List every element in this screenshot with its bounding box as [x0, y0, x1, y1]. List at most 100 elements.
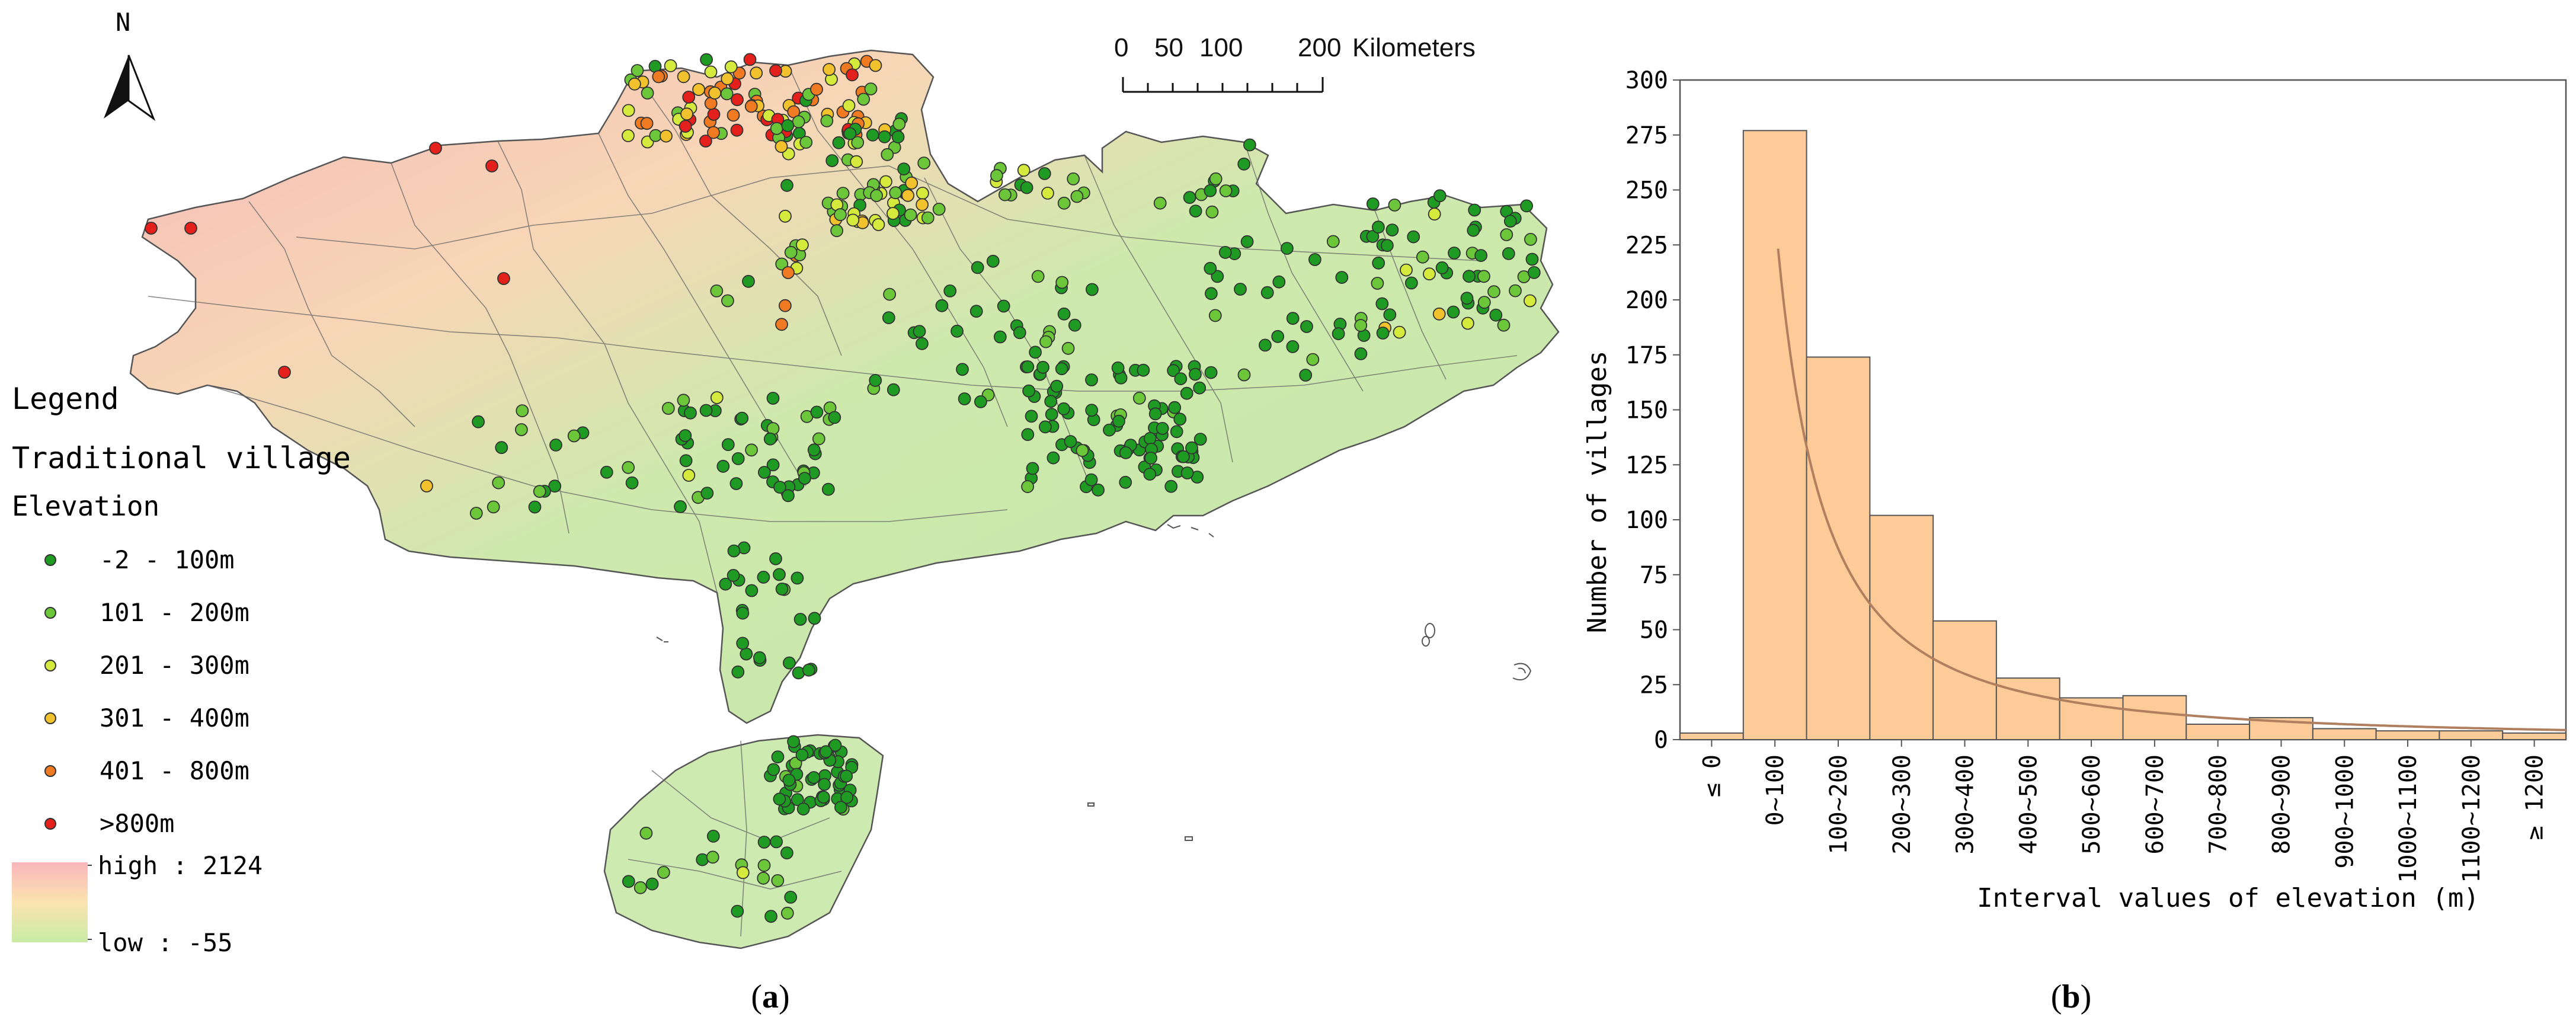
village-point — [625, 476, 639, 490]
village-point — [1039, 335, 1052, 348]
village-point — [736, 866, 750, 880]
legend-swatch-0 — [44, 554, 56, 566]
village-point — [743, 53, 757, 66]
village-point — [145, 222, 158, 235]
village-point — [1375, 297, 1389, 311]
village-point — [851, 136, 865, 149]
village-point — [869, 374, 882, 387]
village-point — [889, 186, 903, 200]
small-islands — [656, 524, 1532, 841]
village-point — [1076, 444, 1089, 457]
village-point — [1013, 326, 1026, 340]
y-tick-label: 0 — [1654, 727, 1668, 754]
village-point — [1204, 366, 1218, 379]
village-point — [1167, 364, 1180, 378]
village-point — [1354, 319, 1368, 332]
village-point — [567, 429, 581, 443]
village-point — [645, 877, 659, 891]
village-point — [879, 175, 892, 188]
legend-swatch-3 — [44, 712, 56, 724]
village-point — [916, 337, 929, 350]
village-point — [935, 299, 949, 312]
village-point — [1086, 283, 1099, 296]
village-point — [1258, 338, 1272, 352]
village-point — [825, 154, 839, 168]
x-tick-label: 500~600 — [2078, 754, 2105, 855]
village-point — [736, 606, 750, 620]
histogram-bar — [1869, 514, 1934, 740]
village-point — [897, 162, 911, 176]
village-point — [1447, 305, 1460, 319]
scale-tick-0: 0 — [1114, 33, 1128, 62]
village-point — [1205, 287, 1218, 300]
village-point — [1286, 340, 1300, 353]
village-point — [1189, 204, 1202, 218]
village-point — [1432, 307, 1446, 321]
village-point — [773, 481, 786, 494]
village-point — [1177, 450, 1190, 463]
x-tick-label: 700~800 — [2205, 754, 2232, 855]
village-point — [184, 222, 197, 235]
village-point — [1143, 468, 1157, 481]
north-label: N — [116, 8, 130, 37]
village-point — [745, 443, 758, 457]
village-point — [1332, 327, 1345, 340]
village-point — [469, 507, 483, 520]
village-point — [1306, 353, 1320, 366]
legend-class-label-3: 301 - 400m — [100, 703, 249, 733]
x-tick-label: 200~300 — [1889, 754, 1916, 855]
village-point — [549, 439, 562, 452]
village-point — [769, 552, 782, 565]
village-point — [731, 452, 745, 465]
village-point — [843, 127, 857, 140]
village-point — [916, 198, 929, 212]
village-point — [1038, 167, 1051, 180]
legend-swatch-4 — [44, 765, 56, 777]
village-point — [795, 748, 809, 762]
village-point — [1308, 253, 1321, 266]
village-point — [1057, 402, 1070, 415]
village-point — [497, 272, 510, 285]
village-point — [1477, 296, 1491, 309]
village-point — [773, 792, 786, 806]
village-point — [846, 213, 860, 227]
village-point — [870, 189, 883, 202]
village-point — [1020, 181, 1033, 194]
village-point — [1204, 184, 1217, 197]
village-point — [832, 136, 846, 149]
village-point — [1326, 235, 1340, 248]
village-point — [971, 261, 984, 274]
village-point — [921, 211, 935, 225]
village-point — [731, 904, 744, 918]
village-point — [641, 87, 654, 100]
village-point — [791, 571, 804, 585]
village-point — [664, 59, 677, 72]
x-tick-label: 600~700 — [2142, 754, 2169, 855]
village-point — [1193, 381, 1207, 395]
village-point — [767, 763, 780, 776]
village-point — [600, 465, 613, 479]
village-point — [753, 651, 766, 664]
village-point — [775, 140, 788, 153]
scale-tick-50: 50 — [1154, 33, 1183, 62]
village-point — [757, 836, 771, 849]
village-point — [943, 284, 957, 298]
x-tick-label: 400~500 — [2015, 754, 2042, 855]
village-point — [1218, 245, 1232, 259]
village-point — [1029, 346, 1042, 359]
village-point — [1243, 138, 1256, 152]
village-point — [956, 363, 969, 376]
histogram-bar — [2439, 730, 2504, 740]
village-point — [810, 82, 823, 96]
village-point — [1487, 285, 1500, 299]
village-point — [1041, 186, 1054, 200]
village-point — [1045, 408, 1058, 421]
scale-unit: Kilometers — [1352, 33, 1476, 62]
histogram-bar — [2502, 732, 2567, 741]
y-axis-label: Number of villages — [1582, 351, 1612, 634]
legend-title: Legend — [12, 382, 119, 416]
village-point — [692, 83, 705, 96]
x-tick-label: 900~1000 — [2331, 754, 2359, 869]
village-point — [727, 569, 740, 582]
village-point — [731, 93, 744, 107]
